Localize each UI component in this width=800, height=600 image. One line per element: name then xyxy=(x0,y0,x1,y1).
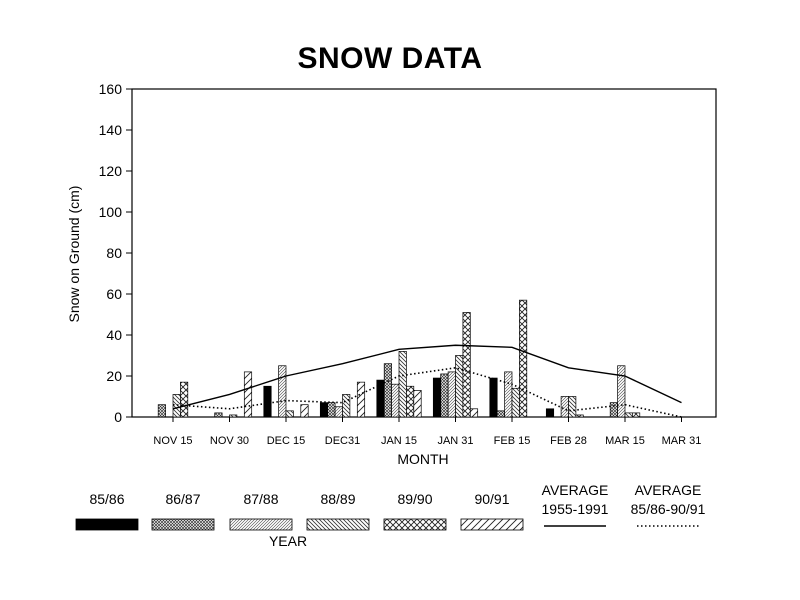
legend-swatch-86-87 xyxy=(151,518,215,531)
bar-90-91 xyxy=(413,390,422,418)
y-tick-label: 80 xyxy=(106,245,122,261)
bar-88-89 xyxy=(398,351,407,418)
legend-label: 87/88 xyxy=(243,491,278,507)
y-tick-label: 160 xyxy=(99,81,123,97)
bar-90-91 xyxy=(469,408,479,418)
legend-swatch-85-86 xyxy=(75,518,139,531)
bar-88-89 xyxy=(455,355,464,418)
bar-88-89 xyxy=(568,396,577,418)
bar-86-87 xyxy=(440,373,449,418)
bar-87-88 xyxy=(617,365,626,418)
y-tick-label: 120 xyxy=(99,163,123,179)
legend-label: 89/90 xyxy=(397,491,432,507)
plot-frame xyxy=(131,88,717,418)
y-tick-label: 100 xyxy=(99,204,123,220)
bar-89-90 xyxy=(462,312,471,418)
x-tick-label: DEC31 xyxy=(325,435,360,447)
legend-swatch-88-89 xyxy=(306,518,370,531)
legend-swatch-90-91 xyxy=(460,518,524,531)
average-line-1955-1991 xyxy=(172,344,682,410)
y-tick-label: 60 xyxy=(106,286,122,302)
bar-89-90 xyxy=(180,381,189,418)
bar-87-88 xyxy=(560,396,569,418)
legend-label: 85/86 xyxy=(89,491,124,507)
bar-90-91 xyxy=(356,381,366,418)
legend-line-label: 1955-1991 xyxy=(542,501,609,517)
x-axis-label: MONTH xyxy=(397,451,449,467)
bar-86-87 xyxy=(327,402,336,418)
bar-88-89 xyxy=(172,394,181,418)
x-tick-label: DEC 15 xyxy=(267,435,306,447)
bar-85-86 xyxy=(263,385,272,418)
legend-label: 90/91 xyxy=(474,491,509,507)
bar-85-86 xyxy=(319,402,329,418)
bar-85-86 xyxy=(545,408,555,418)
legend-label: 86/87 xyxy=(165,491,200,507)
bar-86-87 xyxy=(383,363,392,418)
bar-86-87 xyxy=(496,410,505,418)
legend-swatch-89-90 xyxy=(383,518,447,531)
bar-89-90 xyxy=(519,299,528,418)
plot-area: 0 20 40 60 80 100 120 140 160 NOV 15 NOV 30 DEC 15 D… xyxy=(99,81,717,447)
bar-87-88 xyxy=(447,371,456,418)
legend: 85/86 86/87 87/88 88/89 89/90 90/91 AVERAGE 195… xyxy=(75,482,706,531)
legend-label: 88/89 xyxy=(320,491,355,507)
x-tick-label: NOV 15 xyxy=(153,435,192,447)
bar-90-91 xyxy=(300,404,309,418)
bar-89-90 xyxy=(406,385,415,418)
bar-89-90 xyxy=(632,412,641,418)
legend-line-label: AVERAGE xyxy=(635,482,702,498)
x-tick-label: FEB 15 xyxy=(494,435,531,447)
bar-88-89 xyxy=(342,394,351,418)
legend-line-label: AVERAGE xyxy=(542,482,609,498)
bar-86-87 xyxy=(214,412,223,418)
bar-88-89 xyxy=(229,414,238,418)
x-tick-label: JAN 31 xyxy=(437,435,473,447)
y-tick-label: 40 xyxy=(106,327,122,343)
bar-87-88 xyxy=(334,406,343,418)
bar-88-89 xyxy=(511,387,520,418)
bar-87-88 xyxy=(391,383,400,418)
bar-85-86 xyxy=(489,377,498,418)
bar-85-86 xyxy=(376,379,385,418)
x-tick-label: JAN 15 xyxy=(381,435,417,447)
y-tick-label: 0 xyxy=(114,409,122,425)
x-tick-label: MAR 31 xyxy=(662,435,702,447)
x-tick-label: NOV 30 xyxy=(210,435,249,447)
bar-90-91 xyxy=(243,371,253,418)
bar-86-87 xyxy=(609,402,618,418)
bar-87-88 xyxy=(504,371,513,418)
y-tick-label: 20 xyxy=(106,368,122,384)
bar-85-86 xyxy=(432,377,442,418)
bar-89-90 xyxy=(575,414,584,418)
bar-87-88 xyxy=(278,365,287,418)
x-tick-label: MAR 15 xyxy=(605,435,645,447)
x-tick-label: FEB 28 xyxy=(550,435,587,447)
legend-swatch-87-88 xyxy=(229,518,293,531)
y-tick-label: 140 xyxy=(99,122,123,138)
bar-88-89 xyxy=(285,410,294,418)
legend-title: YEAR xyxy=(268,533,308,549)
chart-title: SNOW DATA xyxy=(297,42,483,75)
bar-88-89 xyxy=(624,412,633,418)
legend-line-label: 85/86-90/91 xyxy=(631,501,706,517)
bar-86-87 xyxy=(157,404,166,418)
average-line-85-91 xyxy=(172,366,682,418)
